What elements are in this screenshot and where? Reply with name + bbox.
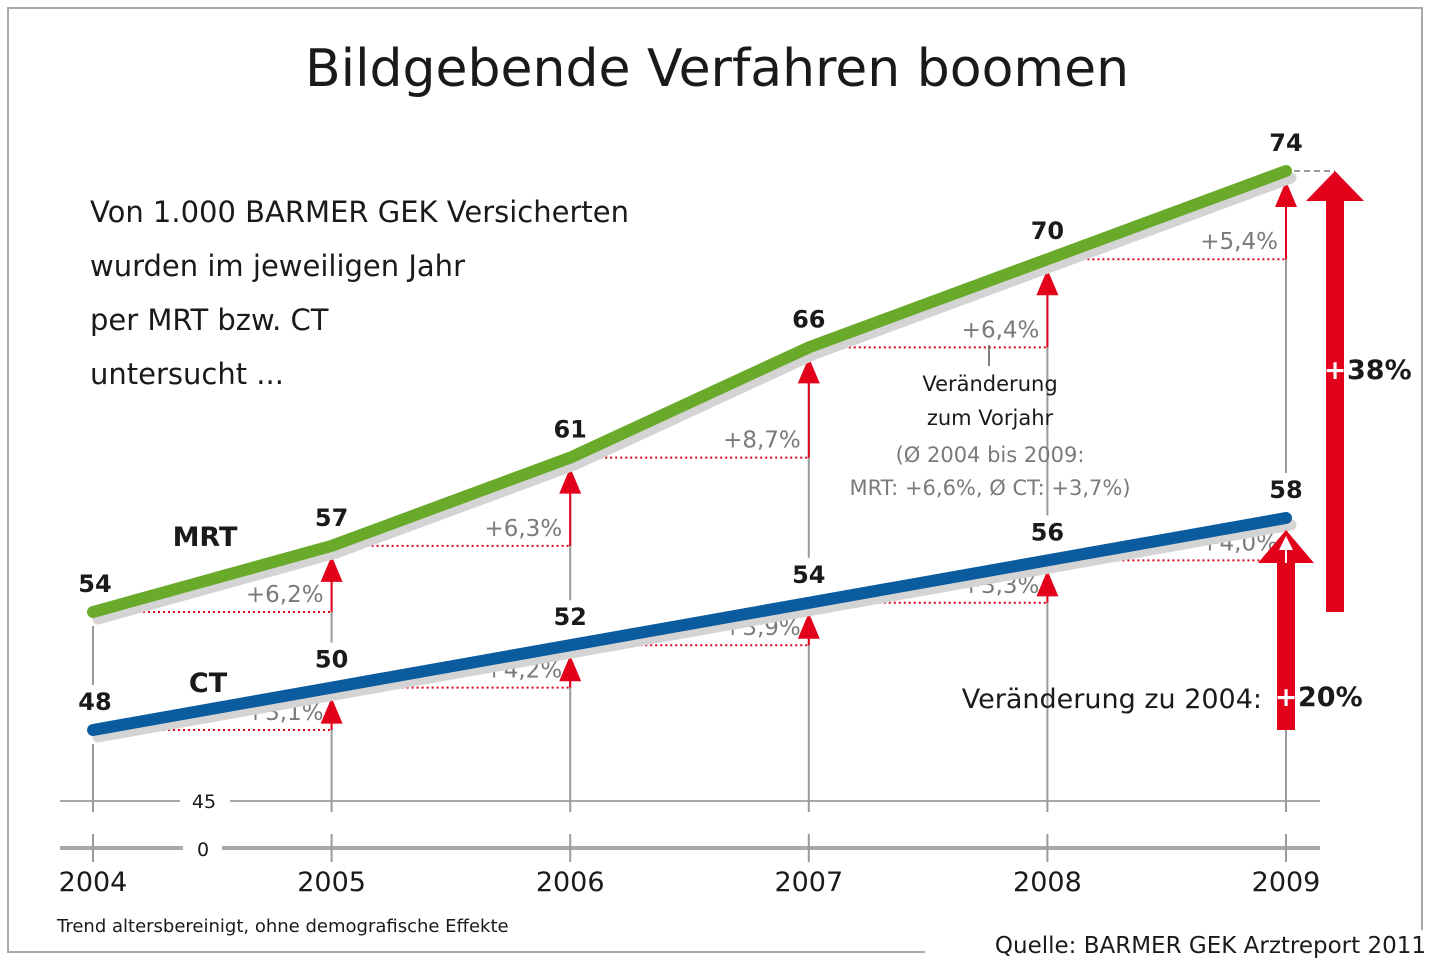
data-label: 48 bbox=[78, 688, 111, 716]
source-note: Quelle: BARMER GEK Arztreport 2011 bbox=[995, 933, 1426, 959]
data-label: 54 bbox=[792, 561, 825, 589]
change-label: +6,2% bbox=[246, 582, 324, 608]
annotation-change-prev-year: Veränderung zum Vorjahr (Ø 2004 bis 2009… bbox=[849, 345, 1131, 500]
x-tick-label: 2008 bbox=[1013, 867, 1082, 898]
intro-line: wurden im jeweiligen Jahr bbox=[90, 249, 465, 283]
axes: 45 0 bbox=[60, 791, 1320, 861]
plus-sign: + bbox=[1324, 355, 1347, 386]
data-label: 74 bbox=[1269, 129, 1302, 157]
series-label-mrt: MRT bbox=[173, 522, 238, 553]
x-tick-label: 2004 bbox=[59, 867, 128, 898]
change-label: +6,3% bbox=[484, 516, 562, 542]
data-label: 50 bbox=[315, 646, 348, 674]
series-mrt: 54 57 61 66 70 74 bbox=[78, 129, 1303, 625]
change-arrow-head bbox=[320, 697, 343, 724]
change-label: +8,7% bbox=[723, 428, 801, 454]
data-label: 70 bbox=[1031, 217, 1064, 245]
x-tick-label: 2007 bbox=[774, 867, 843, 898]
change-since-2004-label: Veränderung zu 2004: bbox=[962, 684, 1262, 715]
annotation-line: Veränderung bbox=[922, 372, 1057, 396]
frame-border bbox=[7, 7, 1423, 953]
x-tick-label: 2006 bbox=[536, 867, 605, 898]
data-label: 56 bbox=[1031, 518, 1064, 546]
footnote: Trend altersbereinigt, ohne demografisch… bbox=[56, 916, 509, 937]
series-line bbox=[87, 512, 1292, 736]
change-arrow-head bbox=[559, 467, 582, 494]
x-tick-label: 2009 bbox=[1252, 867, 1321, 898]
annotation-line: (Ø 2004 bis 2009: bbox=[896, 443, 1085, 467]
series-mrt-changes: +6,2% +6,3% +8,7% +6,4% +5,4% bbox=[103, 181, 1297, 613]
series-line bbox=[87, 165, 1292, 618]
annotation-line: zum Vorjahr bbox=[927, 406, 1054, 430]
change-arrow-head bbox=[320, 555, 343, 582]
series-label-ct: CT bbox=[189, 668, 228, 699]
total-change-label: 20% bbox=[1298, 682, 1363, 713]
annotation-line: MRT: +6,6%, Ø CT: +3,7%) bbox=[849, 476, 1130, 500]
change-label: +6,4% bbox=[962, 317, 1040, 343]
y-tick-45: 45 bbox=[192, 791, 216, 813]
change-arrow-head bbox=[1036, 269, 1059, 296]
arrow-head bbox=[1306, 171, 1364, 201]
total-change-label: 38% bbox=[1347, 355, 1412, 386]
data-label: 54 bbox=[78, 570, 111, 598]
total-change-arrow-ct: +20% bbox=[1258, 530, 1363, 730]
change-arrow-head bbox=[559, 655, 582, 682]
arrow-shaft bbox=[1326, 201, 1344, 612]
arrow-inner-head bbox=[1279, 536, 1293, 550]
data-label: 52 bbox=[553, 603, 586, 631]
x-tick-label: 2005 bbox=[297, 867, 366, 898]
intro-line: untersucht ... bbox=[90, 357, 284, 391]
intro-text: Von 1.000 BARMER GEK Versicherten wurden… bbox=[90, 195, 629, 391]
plus-sign: + bbox=[1275, 682, 1298, 713]
intro-line: per MRT bzw. CT bbox=[90, 303, 329, 337]
series-ct: 48 50 52 54 56 58 bbox=[78, 476, 1303, 743]
data-label: 58 bbox=[1269, 476, 1302, 504]
change-label: +5,4% bbox=[1200, 229, 1278, 255]
data-label: 61 bbox=[553, 416, 586, 444]
y-tick-0: 0 bbox=[197, 839, 209, 861]
change-arrow-head bbox=[1275, 181, 1297, 207]
arrow-shaft bbox=[1277, 563, 1295, 730]
intro-line: Von 1.000 BARMER GEK Versicherten bbox=[90, 195, 629, 229]
change-arrow-head bbox=[797, 612, 820, 639]
change-arrow-head bbox=[797, 357, 820, 384]
data-label: 66 bbox=[792, 305, 825, 333]
total-change-arrow-mrt: +38% bbox=[1306, 171, 1412, 612]
chart-title: Bildgebende Verfahren boomen bbox=[305, 39, 1129, 99]
series-shadow bbox=[92, 519, 1297, 743]
change-arrow-head bbox=[1036, 570, 1059, 597]
data-label: 57 bbox=[315, 504, 348, 532]
series-shadow bbox=[92, 172, 1297, 625]
